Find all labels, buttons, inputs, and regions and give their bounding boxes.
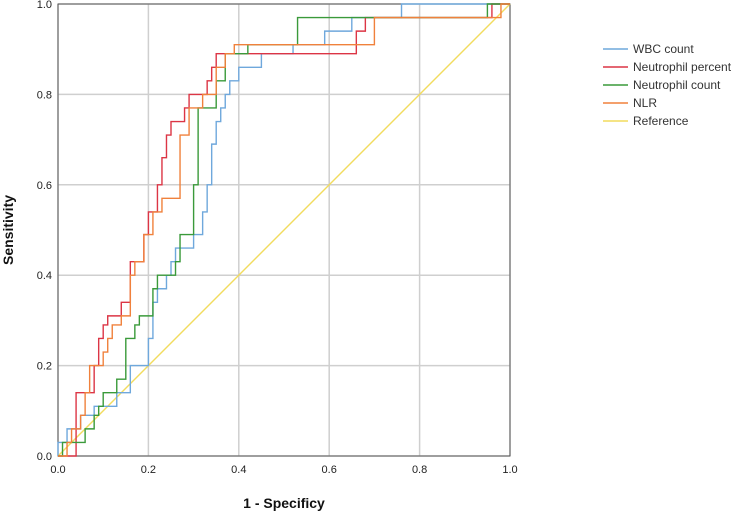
series-line-reference [57, 3, 511, 457]
x-tick-label: 0.8 [412, 464, 427, 476]
series-line-neutrophil-percent [58, 3, 510, 457]
y-tick-label: 0.6 [37, 180, 52, 192]
x-tick-label: 1.0 [502, 464, 517, 476]
x-tick-label: 0.4 [231, 464, 246, 476]
series-lines [57, 3, 511, 457]
x-tick-labels: 0.0 0.2 0.4 0.6 0.8 1.0 [50, 464, 517, 476]
legend: WBC count Neutrophil percent Neutrophil co… [603, 42, 732, 128]
x-tick-label: 0.2 [141, 464, 156, 476]
y-tick-label: 0.0 [37, 451, 52, 463]
legend-label: Reference [633, 114, 689, 128]
y-tick-label: 1.0 [37, 0, 52, 11]
legend-label: Neutrophil count [633, 78, 721, 92]
series-line-nlr [58, 3, 510, 457]
x-tick-label: 0.6 [322, 464, 337, 476]
y-tick-labels: 0.0 0.2 0.4 0.6 0.8 1.0 [37, 0, 52, 463]
legend-label: Neutrophil percent [633, 60, 732, 74]
x-tick-label: 0.0 [50, 464, 65, 476]
legend-label: NLR [633, 96, 657, 110]
y-tick-label: 0.2 [37, 361, 52, 373]
legend-label: WBC count [633, 42, 694, 56]
x-axis-title: 1 - Specificy [243, 495, 325, 511]
plot-frame [57, 3, 511, 457]
y-tick-label: 0.8 [37, 89, 52, 101]
y-tick-label: 0.4 [37, 270, 52, 282]
y-axis-title: Sensitivity [0, 195, 16, 265]
